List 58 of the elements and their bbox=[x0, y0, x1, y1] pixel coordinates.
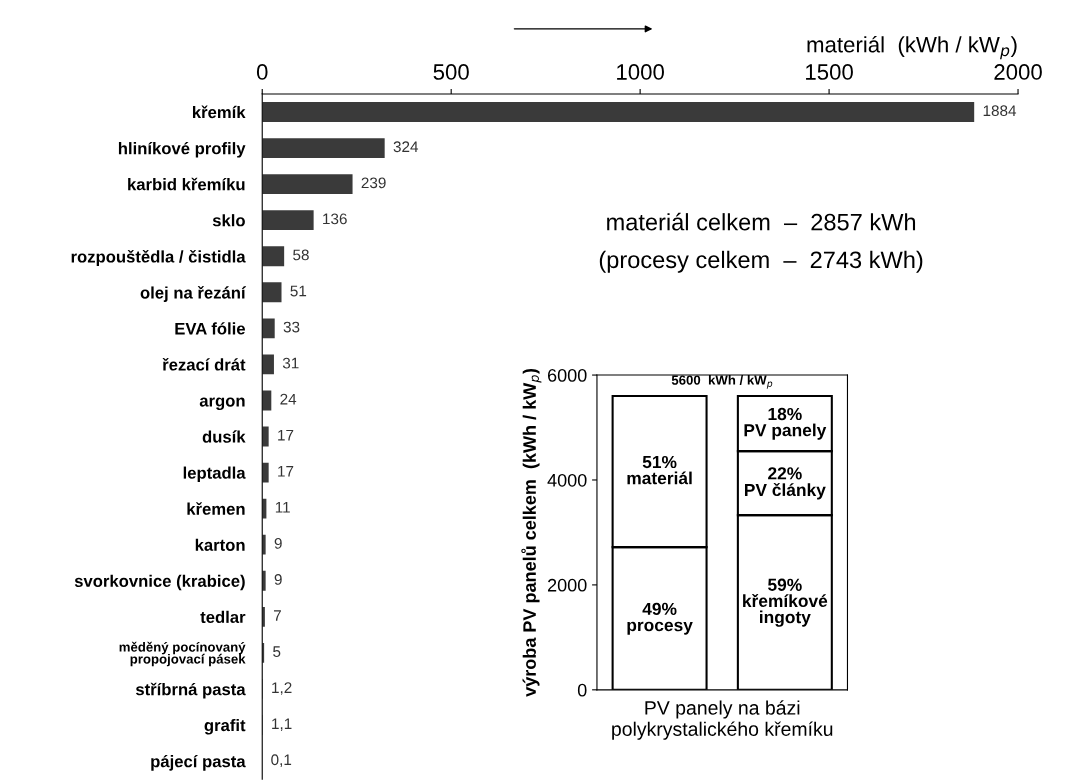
annotation: (procesy celkem – 2743 kWh) bbox=[599, 250, 923, 273]
data-label: 9 bbox=[274, 537, 282, 549]
annotation: 22% PV články bbox=[744, 467, 826, 500]
annotation: materiál celkem – 2857 kWh bbox=[607, 212, 916, 231]
data-label: 1,2 bbox=[272, 682, 292, 695]
y-tick-label: stříbrná pasta bbox=[135, 682, 246, 699]
y-tick-label: 6000 bbox=[547, 368, 587, 382]
y-tick-label: tedlar bbox=[200, 610, 246, 624]
data-label: 0,1 bbox=[271, 754, 292, 767]
x-tick-label: 1000 bbox=[617, 64, 664, 80]
y-tick-label: argon bbox=[199, 397, 245, 410]
data-label: 24 bbox=[280, 393, 297, 405]
data-label: 51 bbox=[290, 285, 307, 297]
y-tick-label: karton bbox=[195, 538, 245, 551]
x-axis-title: materiál (kWh / kW$_{p}$) bbox=[807, 35, 1017, 60]
y-tick-label: olej na řezání bbox=[140, 286, 247, 302]
y-tick-label: pájecí pasta bbox=[151, 754, 246, 771]
data-label: 5 bbox=[273, 646, 281, 657]
data-label: 33 bbox=[283, 321, 300, 333]
y-tick-label: hliníkové profily bbox=[118, 141, 246, 158]
y-tick-label: EVA fólie bbox=[175, 322, 245, 335]
y-tick-label: svorkovnice (krabice) bbox=[74, 574, 245, 591]
data-label: 239 bbox=[361, 177, 386, 189]
y-tick-label: 4000 bbox=[547, 473, 587, 487]
y-tick-label: 0 bbox=[577, 683, 587, 697]
y-tick-label: měděný pocínovaný propojovací pásek bbox=[119, 641, 246, 667]
annotation: 49% procesy bbox=[627, 602, 693, 635]
data-label: 58 bbox=[293, 249, 309, 261]
x-tick-label: 500 bbox=[433, 64, 469, 80]
y-axis-title: výroba PV panelů celkem (kWh / kW$_{p}$) bbox=[521, 368, 542, 697]
x-tick-label: 2000 bbox=[994, 64, 1042, 80]
y-tick-label: leptadla bbox=[183, 466, 246, 483]
annotation: 51% materiál bbox=[627, 455, 692, 485]
annotation: 59% křemíkové ingoty bbox=[743, 578, 828, 627]
data-label: 1884 bbox=[983, 105, 1017, 117]
data-label: 31 bbox=[282, 357, 299, 369]
y-tick-label: dusík bbox=[202, 430, 246, 443]
annotation: 18% PV panely bbox=[744, 407, 827, 440]
x-tick-label: 1500 bbox=[806, 64, 853, 80]
data-label: 17 bbox=[278, 429, 294, 441]
data-label: 324 bbox=[393, 141, 419, 153]
y-tick-label: sklo bbox=[212, 214, 245, 227]
x-tick-label: 0 bbox=[256, 64, 268, 80]
y-tick-label: křemík bbox=[192, 105, 246, 119]
y-tick-label: rozpouštědla / čistidla bbox=[71, 250, 246, 266]
annotation: 5600 kWh / kW$_{p}$ bbox=[671, 375, 773, 389]
y-tick-label: křemen bbox=[187, 502, 245, 515]
data-label: 1,1 bbox=[272, 718, 292, 731]
data-label: 9 bbox=[274, 574, 282, 585]
x-axis-title: PV panely na bázi polykrystalického křemíku bbox=[612, 700, 833, 740]
y-tick-label: řezací drát bbox=[162, 358, 246, 371]
y-tick-label: 2000 bbox=[547, 578, 587, 592]
data-label: 136 bbox=[323, 213, 347, 225]
y-tick-label: karbid křemíku bbox=[128, 177, 245, 191]
y-tick-label: grafit bbox=[204, 718, 246, 735]
data-label: 17 bbox=[278, 466, 294, 477]
data-label: 7 bbox=[274, 610, 281, 621]
data-label: 11 bbox=[275, 502, 290, 513]
